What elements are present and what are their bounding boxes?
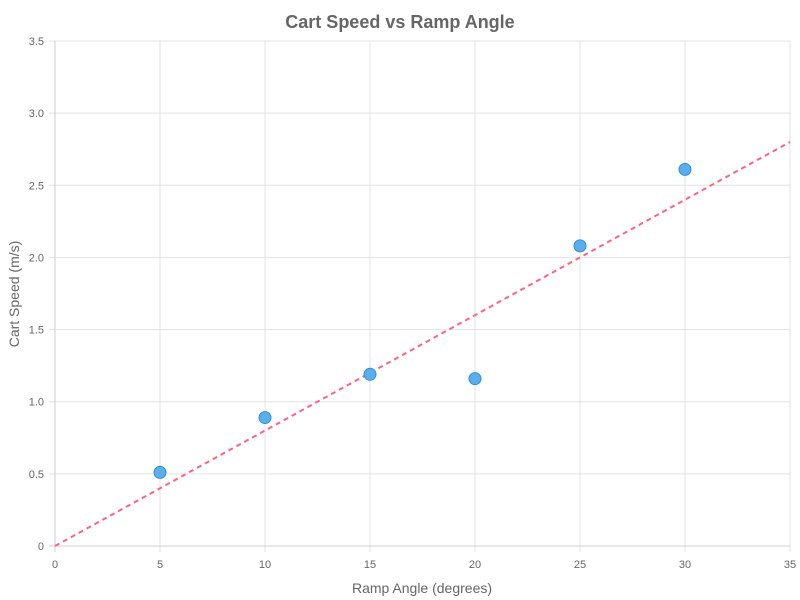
x-tick-label: 30 bbox=[679, 559, 691, 571]
x-tick-label: 25 bbox=[574, 559, 586, 571]
y-tick-label: 3.5 bbox=[29, 36, 44, 48]
y-tick-label: 1.0 bbox=[29, 397, 44, 409]
tick-labels: 0 5 10 15 20 25 30 35 0 0.5 1.0 1.5 2.0 2.5 3.0 3.5 bbox=[29, 36, 796, 571]
x-tick-label: 5 bbox=[157, 559, 163, 571]
chart-title: Cart Speed vs Ramp Angle bbox=[285, 12, 514, 32]
x-tick-label: 35 bbox=[784, 559, 796, 571]
trend-line bbox=[54, 141, 791, 547]
y-tick-label: 3.0 bbox=[29, 108, 44, 120]
data-point bbox=[573, 239, 587, 253]
y-tick-label: 0 bbox=[38, 541, 44, 553]
data-point bbox=[468, 372, 482, 386]
y-tick-label: 1.5 bbox=[29, 325, 44, 337]
x-tick-label: 15 bbox=[364, 559, 376, 571]
data-series bbox=[54, 141, 791, 547]
x-tick-label: 20 bbox=[469, 559, 481, 571]
data-point bbox=[153, 465, 167, 479]
y-axis-title: Cart Speed (m/s) bbox=[6, 241, 22, 348]
x-tick-label: 10 bbox=[259, 559, 271, 571]
data-point bbox=[363, 367, 377, 381]
x-axis-title: Ramp Angle (degrees) bbox=[352, 580, 492, 596]
y-tick-label: 0.5 bbox=[29, 469, 44, 481]
data-point bbox=[678, 162, 692, 176]
x-tick-label: 0 bbox=[52, 559, 58, 571]
data-point bbox=[258, 411, 272, 425]
grid-layer bbox=[49, 40, 791, 552]
y-tick-label: 2.0 bbox=[29, 252, 44, 264]
axis-layer bbox=[49, 41, 790, 552]
y-tick-label: 2.5 bbox=[29, 180, 44, 192]
